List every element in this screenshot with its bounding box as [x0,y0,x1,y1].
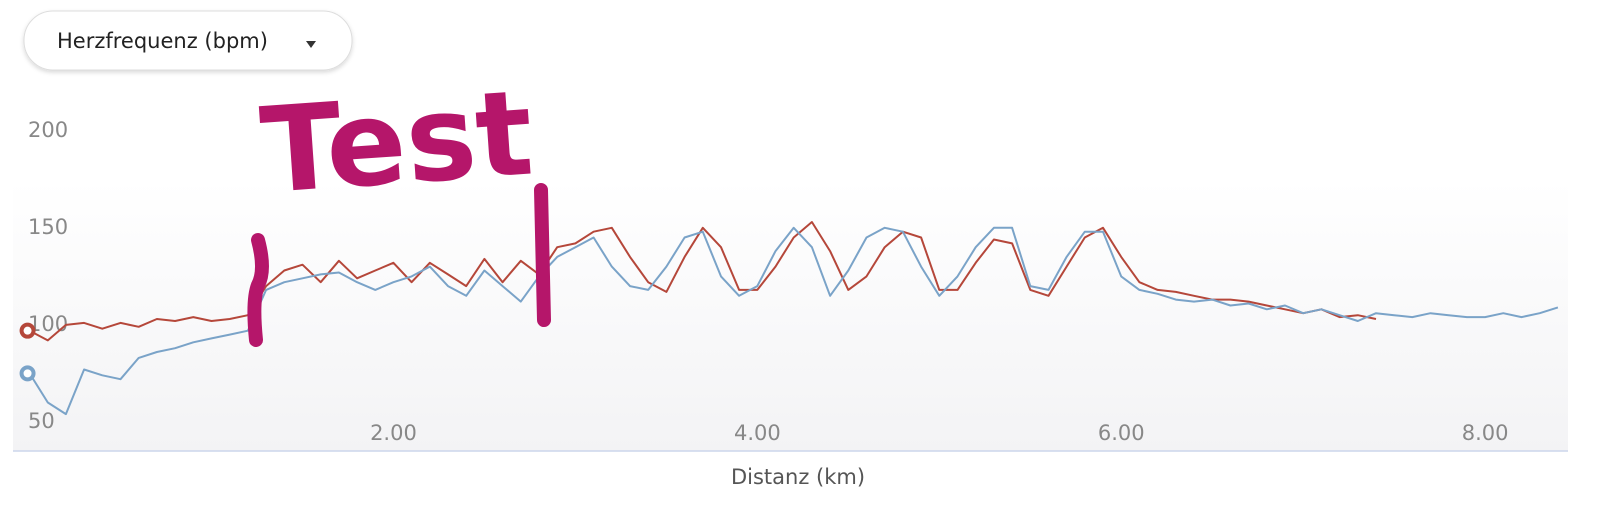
plot-background [13,180,1568,451]
dropdown[interactable]: Herzfrequenz (bpm) [23,10,353,71]
annotation-stroke [534,183,551,327]
annotation-stroke [247,233,269,347]
dropdown-arrow [306,41,316,48]
x-tick-label: 6.00 [1098,421,1145,445]
series-line [28,226,1559,416]
x-axis-title: Distanz (km) [731,465,865,489]
x-tick-label: 4.00 [734,421,781,445]
series-start-marker [19,365,36,382]
dropdown-label: Herzfrequenz (bpm) [57,29,268,53]
y-tick-label: 150 [28,215,68,239]
annotation: Test [257,63,537,220]
x-tick-label: 2.00 [370,421,417,445]
series-start-marker [19,322,36,339]
y-tick-label: 50 [28,409,55,433]
dropdown-box[interactable] [23,10,353,71]
x-tick-label: 8.00 [1462,421,1509,445]
y-tick-label: 200 [28,118,68,142]
